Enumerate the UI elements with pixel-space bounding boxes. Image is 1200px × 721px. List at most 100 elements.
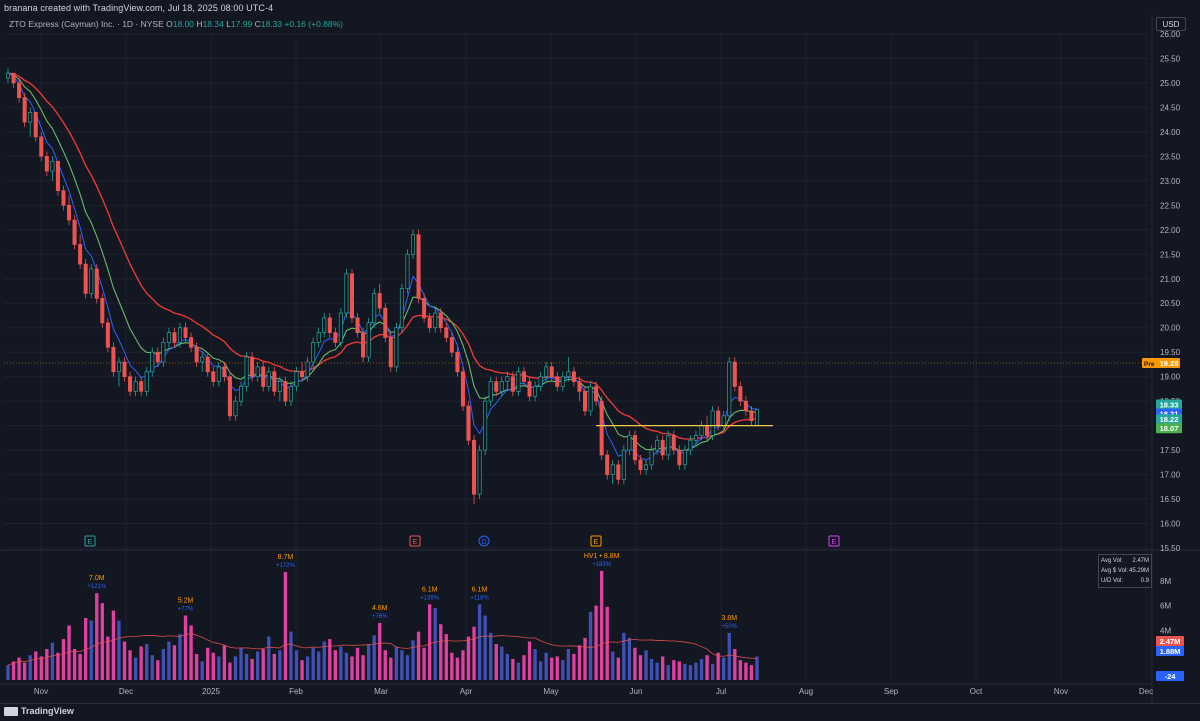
volume-bar <box>500 646 504 680</box>
volume-bar <box>139 646 143 680</box>
candle-body <box>754 409 760 426</box>
volume-bar <box>455 657 460 680</box>
volume-bar <box>72 649 77 680</box>
candle-body <box>671 435 676 451</box>
candle <box>233 396 238 421</box>
candle-body <box>494 381 499 392</box>
candle-body <box>699 425 704 436</box>
volume-bar <box>749 665 754 680</box>
candle <box>100 293 105 328</box>
candle <box>322 313 327 338</box>
volume-bar <box>394 646 399 680</box>
candle-body <box>322 317 327 333</box>
volume-annotation-label: 5.2M <box>178 598 194 605</box>
volume-tick-label: 6M <box>1160 602 1171 611</box>
volume-bar <box>128 650 132 680</box>
event-marker[interactable]: E <box>84 535 96 547</box>
volume-bar <box>699 658 704 680</box>
price-tick-label: 16.00 <box>1160 520 1181 529</box>
volume-tag-value: 1.88M <box>1160 647 1181 656</box>
volume-bar <box>39 656 43 680</box>
volume-tag-value: 2.47M <box>1160 637 1181 646</box>
candle-body <box>327 317 332 333</box>
event-marker[interactable]: E <box>409 535 421 547</box>
ema-slow-line <box>7 72 758 440</box>
volume-bar <box>400 650 404 680</box>
volume-bar <box>283 572 288 680</box>
candle-body <box>599 400 604 456</box>
candle-body <box>488 381 493 402</box>
candle-body <box>116 361 121 373</box>
candle-body <box>189 337 194 348</box>
candle <box>311 337 316 367</box>
candle-body <box>721 415 726 426</box>
volume-bar <box>722 657 726 680</box>
event-marker[interactable]: D <box>478 535 490 547</box>
volume-bar <box>677 661 681 680</box>
price-tag: 18.22 <box>1156 414 1182 425</box>
volume-bar <box>89 620 93 680</box>
candle-body <box>39 136 44 157</box>
volume-bar <box>172 645 177 680</box>
candle <box>355 313 360 338</box>
candle-body <box>510 376 515 392</box>
candle-body <box>472 439 477 495</box>
currency-button[interactable]: USD <box>1156 17 1186 31</box>
candle-body <box>455 351 460 373</box>
candle-body <box>355 317 360 333</box>
time-tick-label: Aug <box>799 687 813 696</box>
candle <box>727 357 732 421</box>
candle-body <box>666 435 671 456</box>
volume-bar <box>328 639 332 680</box>
candle-body <box>139 381 144 392</box>
candle-body <box>477 449 482 495</box>
event-marker[interactable]: E <box>590 535 602 547</box>
candle <box>189 332 194 353</box>
price-tick-label: 19.50 <box>1160 348 1181 357</box>
volume-annotation-change: +77% <box>178 607 194 613</box>
price-chart[interactable]: 26.00 25.50 25.00 24.50 24.00 23.50 23.00 22.50… <box>0 0 1200 703</box>
candle-body <box>255 366 260 378</box>
candle <box>383 303 388 343</box>
candle-body <box>727 361 732 417</box>
volume-bar <box>111 610 116 680</box>
volume-annotation-label: 6.1M <box>472 586 488 593</box>
candle <box>83 259 88 299</box>
candle-body <box>394 327 399 368</box>
volume-bar <box>683 663 687 680</box>
candle <box>749 406 754 426</box>
candle-body <box>549 366 554 378</box>
candle <box>144 366 149 397</box>
candle-body <box>272 371 277 392</box>
volume-bar <box>655 662 659 680</box>
candle <box>78 234 83 269</box>
candle <box>239 381 244 407</box>
candle-body <box>566 371 571 378</box>
candle <box>660 435 665 460</box>
volume-bar <box>605 606 609 680</box>
candle-body <box>205 356 210 373</box>
tradingview-logo[interactable]: TradingView <box>4 706 74 716</box>
price-tag: 18.33 <box>1156 399 1182 410</box>
candle-body <box>577 381 582 392</box>
candle-body <box>155 351 160 363</box>
volume-bar <box>156 660 160 680</box>
candle <box>566 357 571 382</box>
symbol-name[interactable]: ZTO Express (Cayman) Inc. · 1D · NYSE <box>9 19 164 29</box>
candle-body <box>366 322 371 358</box>
volume-bar <box>28 655 32 680</box>
candle <box>427 313 432 333</box>
volume-bar <box>661 656 665 680</box>
candle-body <box>560 376 565 387</box>
volume-bar <box>344 652 349 680</box>
volume-bar <box>427 604 432 680</box>
event-marker[interactable]: E <box>828 535 840 547</box>
volume-bar <box>566 649 571 680</box>
volume-bar <box>372 635 376 680</box>
time-tick-label: Jul <box>716 687 726 696</box>
volume-bar <box>710 663 715 680</box>
candle-body <box>655 439 660 451</box>
candle <box>638 454 643 475</box>
volume-bar <box>572 653 576 680</box>
volume-bar <box>305 656 310 680</box>
